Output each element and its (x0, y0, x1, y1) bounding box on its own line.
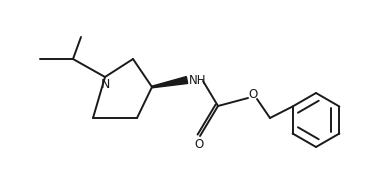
Text: N: N (100, 77, 110, 90)
Text: O: O (248, 88, 257, 101)
Text: NH: NH (189, 74, 207, 87)
Polygon shape (152, 77, 188, 88)
Text: O: O (195, 139, 204, 152)
